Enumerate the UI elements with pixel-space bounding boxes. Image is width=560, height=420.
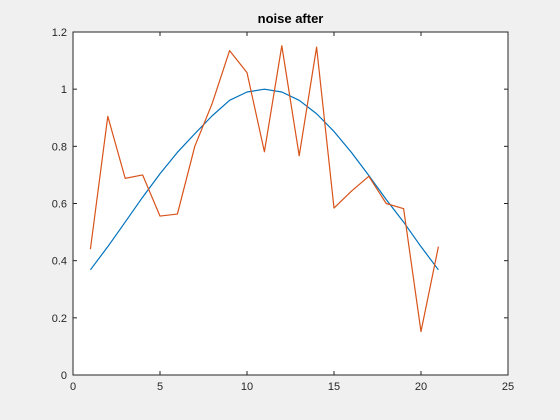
y-tick-label: 0 <box>61 370 67 382</box>
x-tick-label: 20 <box>415 381 427 393</box>
x-tick-label: 5 <box>157 381 163 393</box>
x-axis: 0 5 10 15 20 25 <box>70 32 514 393</box>
y-tick-label: 0.6 <box>52 199 67 211</box>
series-layer <box>89 45 439 333</box>
y-tick-label: 1.2 <box>52 27 67 39</box>
x-tick-label: 15 <box>328 381 340 393</box>
y-axis: 0 0.2 0.4 0.6 0.8 1 1.2 <box>52 27 508 382</box>
chart-title: noise after <box>258 11 324 26</box>
x-tick-label: 25 <box>502 381 514 393</box>
x-tick-label: 10 <box>241 381 253 393</box>
series-line-2 <box>89 45 439 333</box>
y-tick-label: 0.2 <box>52 313 67 325</box>
plot-area <box>73 32 508 375</box>
x-tick-label: 0 <box>70 381 76 393</box>
y-tick-label: 0.8 <box>52 141 67 153</box>
y-tick-label: 0.4 <box>52 256 67 268</box>
y-tick-label: 1 <box>61 84 67 96</box>
